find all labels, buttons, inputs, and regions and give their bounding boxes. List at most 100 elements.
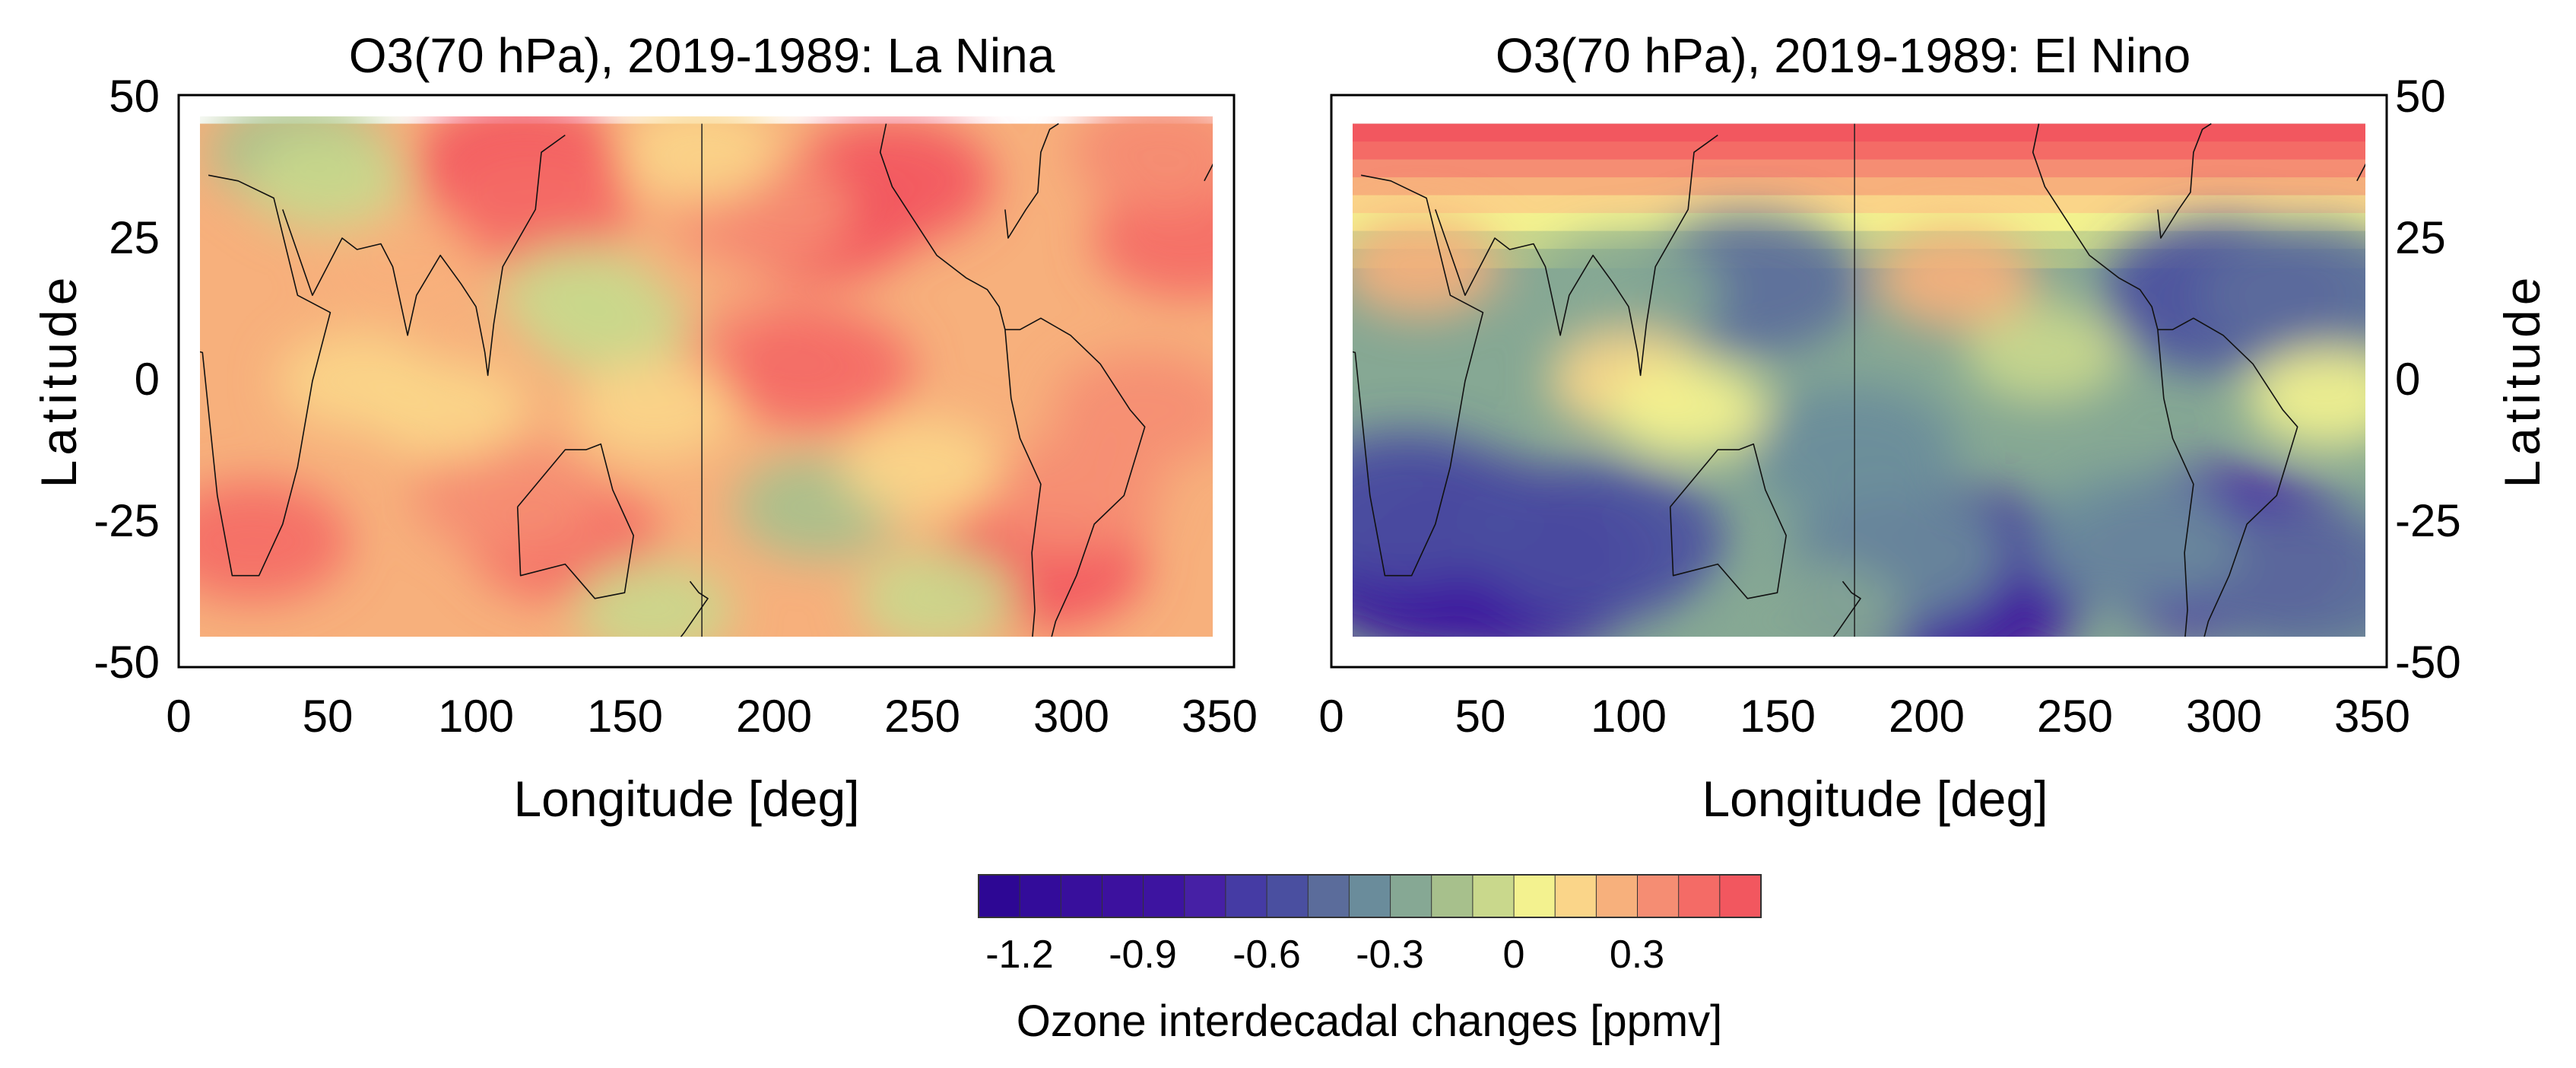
colorbar-ticks: -1.2 -0.9 -0.6 -0.3 0 0.3 <box>985 933 1664 977</box>
y-tick-label: 25 <box>2395 212 2446 263</box>
coastline <box>680 580 709 637</box>
gradient-band <box>1353 141 2365 161</box>
contour-blob <box>366 360 526 460</box>
contour-blob <box>1536 237 1721 354</box>
contour-map <box>200 116 1213 637</box>
contour-blob <box>1746 383 1957 516</box>
colorbar-tick-label: 0 <box>1503 933 1525 977</box>
contour-blob <box>322 217 482 317</box>
panel-title: O3(70 hPa), 2019-1989: El Nino <box>1496 28 2191 83</box>
colorbar-cell <box>1019 874 1062 918</box>
y-tick-label: 25 <box>109 212 160 263</box>
contour-blob <box>574 560 734 637</box>
coastline <box>1004 317 1146 637</box>
y-ticks: 50 25 0 -25 -50 <box>2395 71 2461 688</box>
contour-blob <box>1710 561 1904 637</box>
contour-blob <box>1608 360 1768 460</box>
coastline <box>1669 443 1787 599</box>
colorbar-cell <box>1307 874 1350 918</box>
colorbar-cell <box>1102 874 1144 918</box>
panel-title: O3(70 hPa), 2019-1989: La Nina <box>349 28 1055 83</box>
colorbar-frame <box>978 874 1762 918</box>
x-tick-label: 150 <box>1740 691 1816 742</box>
contour-blob <box>1876 228 2035 329</box>
colorbar-cell <box>1637 874 1680 918</box>
coastline <box>1353 174 1484 577</box>
gradient-band <box>1353 159 2365 180</box>
x-tick-label: 300 <box>1033 691 1109 742</box>
contour-blob <box>1472 462 1726 621</box>
colorbar-cell <box>1554 874 1597 918</box>
x-axis-label: Longitude [deg] <box>1702 771 2048 827</box>
colorbar-tick-label: 0.3 <box>1610 933 1664 977</box>
panel-la-nina: O3(70 hPa), 2019-1989: La Nina 50 25 0 -… <box>30 28 1258 827</box>
x-tick-label: 50 <box>1455 691 1506 742</box>
y-tick-label: 0 <box>2395 354 2420 405</box>
contour-blob <box>619 116 779 202</box>
contour-blob <box>2198 224 2365 367</box>
contour-blob <box>1353 217 1501 317</box>
gradient-band <box>1353 195 2365 215</box>
contour-blob <box>2248 348 2365 449</box>
y-tick-label: 0 <box>135 354 160 405</box>
coastline <box>1832 580 1861 637</box>
contour-blob <box>247 131 408 231</box>
coastline <box>200 174 332 577</box>
colorbar-cell <box>1060 874 1103 918</box>
contour-blob <box>842 417 1002 517</box>
plot-frame <box>1330 94 2388 669</box>
y-ticks: 50 25 0 -25 -50 <box>94 71 160 688</box>
coastline <box>1204 163 1213 182</box>
colorbar-cell <box>1184 874 1227 918</box>
colorbar-cell <box>1348 874 1391 918</box>
gradient-band <box>1353 123 2365 144</box>
colorbar-tick-label: -0.6 <box>1232 933 1301 977</box>
contour-blob <box>1093 177 1213 299</box>
x-tick-label: 300 <box>2186 691 2262 742</box>
y-tick-label: 50 <box>109 71 160 122</box>
y-tick-label: -25 <box>2395 495 2461 546</box>
x-tick-label: 250 <box>884 691 960 742</box>
coastline <box>2032 123 2159 330</box>
x-axis-label: Longitude [deg] <box>513 771 859 827</box>
coastline <box>1435 134 1718 377</box>
x-tick-label: 200 <box>736 691 812 742</box>
x-tick-label: 0 <box>166 691 191 742</box>
x-tick-label: 50 <box>303 691 354 742</box>
colorbar-label: Ozone interdecadal changes [ppmv] <box>1017 996 1723 1046</box>
coastline <box>2157 122 2212 239</box>
contour-blob <box>978 437 1163 554</box>
colorbar-cell <box>1472 874 1515 918</box>
y-tick-label: -50 <box>94 637 160 688</box>
colorbar-tick-label: -0.3 <box>1356 933 1424 977</box>
coastline <box>516 443 635 599</box>
x-tick-label: 100 <box>1591 691 1667 742</box>
contour-map <box>1353 122 2365 637</box>
coastline <box>282 134 566 377</box>
y-tick-label: -50 <box>2395 637 2461 688</box>
y-axis-label: Latitude <box>2494 273 2550 488</box>
contour-blob <box>1052 351 1213 468</box>
contour-blob <box>1353 430 1528 583</box>
coastline <box>1004 122 1059 239</box>
x-tick-label: 350 <box>2334 691 2410 742</box>
x-ticks: 0 50 100 150 200 250 300 350 <box>1318 691 2410 742</box>
x-tick-label: 0 <box>1318 691 1344 742</box>
x-ticks: 0 50 100 150 200 250 300 350 <box>166 691 1258 742</box>
colorbar-cell <box>1266 874 1309 918</box>
gradient-band <box>1353 177 2365 197</box>
colorbar-cell <box>1595 874 1639 918</box>
contour-blob <box>200 481 350 602</box>
coastline <box>2356 163 2365 182</box>
y-axis-label: Latitude <box>30 273 87 488</box>
colorbar-tick-label: -0.9 <box>1109 933 1177 977</box>
panel-el-nino: O3(70 hPa), 2019-1989: El Nino 50 25 0 -… <box>1318 28 2550 827</box>
x-tick-label: 150 <box>587 691 663 742</box>
colorbar-cell <box>1390 874 1432 918</box>
x-tick-label: 350 <box>1182 691 1258 742</box>
colorbar-cell <box>1225 874 1268 918</box>
colorbar-cell <box>1143 874 1185 918</box>
contour-blob <box>1075 116 1213 205</box>
contour-blob <box>530 274 690 374</box>
